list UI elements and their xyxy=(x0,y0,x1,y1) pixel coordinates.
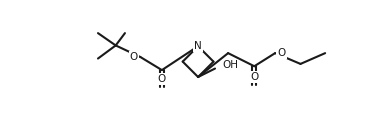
Text: O: O xyxy=(158,74,166,84)
Text: N: N xyxy=(194,41,202,51)
Text: O: O xyxy=(130,52,138,62)
Text: O: O xyxy=(277,48,286,58)
Text: O: O xyxy=(250,72,258,82)
Text: OH: OH xyxy=(223,61,239,71)
